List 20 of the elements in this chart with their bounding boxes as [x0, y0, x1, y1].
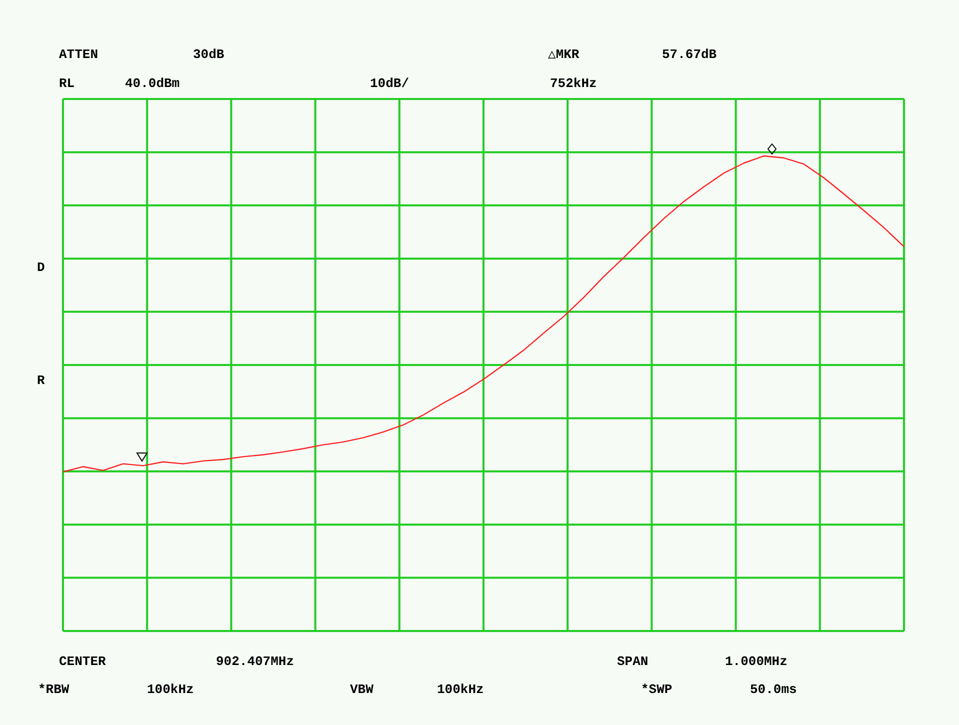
text: SPAN: [617, 654, 648, 670]
text: ATTEN: [59, 47, 98, 63]
text: 50.0ms: [750, 682, 797, 698]
text: 100kHz: [437, 682, 484, 698]
text: 40.0dBm: [125, 76, 180, 92]
text: CENTER: [59, 654, 106, 670]
text: VBW: [350, 682, 374, 698]
text: 57.67dB: [662, 47, 717, 63]
text: 100kHz: [147, 682, 194, 698]
text: R: [37, 373, 45, 389]
text: 30dB: [193, 47, 224, 63]
text: *RBW: [38, 682, 70, 698]
text: *SWP: [641, 682, 672, 698]
text: △MKR: [548, 47, 580, 63]
text: RL: [59, 76, 75, 92]
text: D: [37, 260, 45, 276]
text: 1.000MHz: [725, 654, 788, 670]
text: 752kHz: [550, 76, 597, 92]
text: 10dB/: [370, 76, 410, 92]
text: 902.407MHz: [216, 654, 294, 670]
